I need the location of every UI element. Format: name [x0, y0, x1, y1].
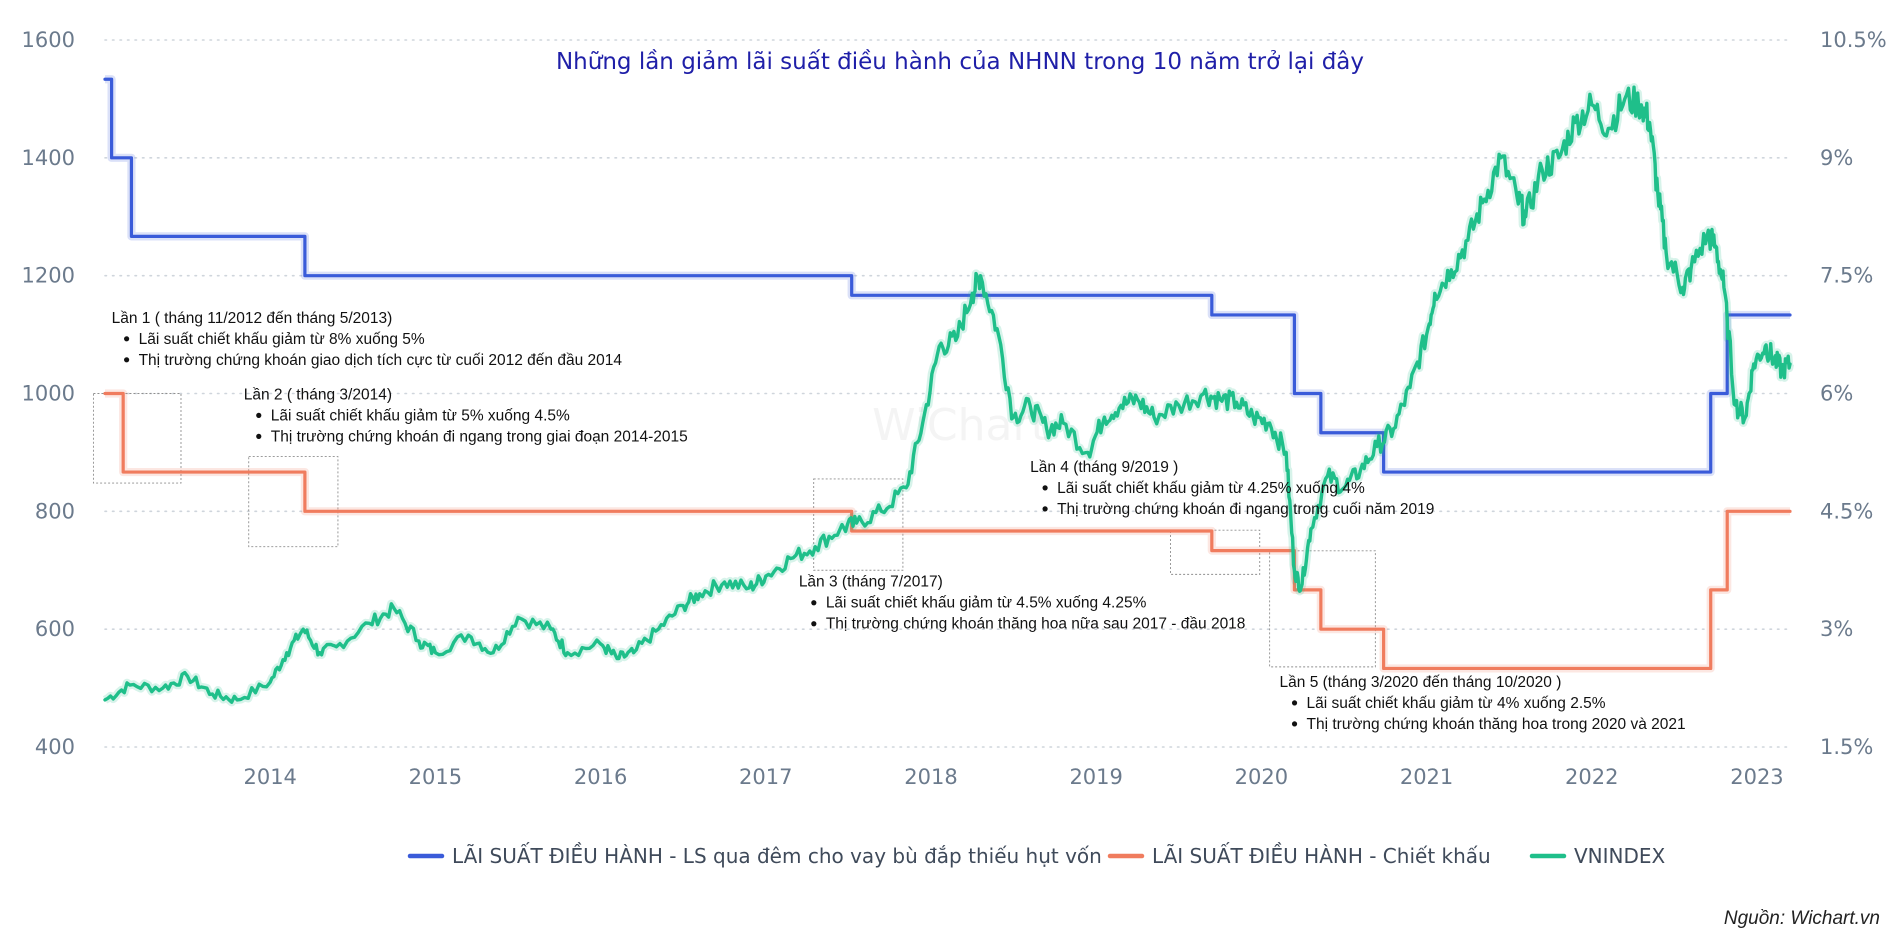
annotation-title: Lần 5 (tháng 3/2020 đến tháng 10/2020 )	[1280, 674, 1562, 691]
source-note: Nguồn: Wichart.vn	[1724, 908, 1880, 929]
annotation-bullet: Thị trường chứng khoán đi ngang trong cu…	[1057, 501, 1434, 518]
x-tick-label: 2016	[574, 765, 627, 789]
x-tick-label: 2020	[1235, 765, 1288, 789]
bullet-dot	[256, 433, 262, 439]
annotation-title: Lần 3 (tháng 7/2017)	[799, 574, 943, 591]
x-tick-label: 2018	[904, 765, 957, 789]
annotation-bullet: Thị trường chứng khoán thăng hoa nữa sau…	[826, 616, 1246, 633]
annotation-title: Lần 2 ( tháng 3/2014)	[244, 386, 392, 403]
legend-label: VNINDEX	[1574, 844, 1666, 868]
annotation-bullet: Thị trường chứng khoán giao dịch tích cự…	[139, 352, 623, 369]
annotation-boxes	[92, 393, 1376, 668]
bullet-dot	[1291, 700, 1298, 706]
annotation-bullet: Lãi suất chiết khấu giảm từ 4.5% xuống 4…	[826, 595, 1147, 612]
bullet-dot	[256, 412, 262, 418]
bullet-dot	[1291, 721, 1298, 727]
y-right-tick-label: 7.5%	[1820, 264, 1873, 288]
annotation-bullet: Lãi suất chiết khấu giảm từ 5% xuống 4.5…	[271, 407, 570, 424]
y-left-tick-label: 1200	[22, 264, 75, 288]
x-tick-label: 2019	[1069, 765, 1122, 789]
annotation-bullet: Lãi suất chiết khấu giảm từ 8% xuống 5%	[139, 331, 425, 348]
bullet-dot	[1042, 506, 1048, 512]
y-right-tick-label: 6%	[1820, 382, 1853, 406]
annotation-bullet: Lãi suất chiết khấu giảm từ 4% xuống 2.5…	[1307, 695, 1606, 712]
annotation-box	[248, 456, 339, 548]
x-tick-label: 2017	[739, 765, 792, 789]
annotation-box	[813, 478, 904, 571]
y-left-tick-label: 1600	[22, 28, 75, 52]
bullet-dot	[124, 357, 130, 363]
legend-label: LÃI SUẤT ĐIỀU HÀNH - LS qua đêm cho vay …	[452, 843, 1102, 868]
chart-title: Những lần giảm lãi suất điều hành của NH…	[556, 49, 1364, 75]
gridlines	[104, 39, 1791, 748]
y-left-tick-label: 1000	[22, 382, 75, 406]
y-right-tick-label: 3%	[1820, 617, 1853, 641]
x-tick-label: 2022	[1565, 765, 1618, 789]
series-lines	[102, 75, 1795, 707]
annotation-bullet: Thị trường chứng khoán thăng hoa trong 2…	[1307, 716, 1686, 733]
x-tick-label: 2021	[1400, 765, 1453, 789]
y-left-tick-label: 800	[35, 499, 75, 523]
annotation-bullet: Lãi suất chiết khấu giảm từ 4.25% xuống …	[1057, 480, 1365, 497]
annotation-box	[1269, 550, 1376, 668]
annotation-box	[1170, 529, 1261, 575]
bullet-dot	[1042, 485, 1048, 491]
bullet-dot	[811, 600, 817, 606]
legend-label: LÃI SUẤT ĐIỀU HÀNH - Chiết khấu	[1152, 843, 1491, 868]
annotation-box	[92, 393, 182, 484]
annotation-title: Lần 4 (tháng 9/2019 )	[1030, 459, 1178, 476]
watermark: WiChart	[872, 400, 1048, 451]
bullet-dot	[811, 621, 817, 627]
y-left-tick-label: 600	[35, 617, 75, 641]
axis-labels: 400 600 800 1000 1200 1400 1600 1.5% 3% 4.5% 6% 7.5…	[22, 28, 1887, 789]
bullet-dot	[124, 336, 130, 342]
y-right-tick-label: 4.5%	[1820, 499, 1873, 523]
annotations: Lần 1 ( tháng 11/2012 đến tháng 5/2013) L…	[112, 310, 1686, 733]
annotation-title: Lần 1 ( tháng 11/2012 đến tháng 5/2013)	[112, 310, 393, 327]
y-right-tick-label: 10.5%	[1820, 28, 1887, 52]
series-line	[103, 77, 1792, 474]
y-right-tick-label: 9%	[1820, 146, 1853, 170]
y-right-tick-label: 1.5%	[1820, 735, 1873, 759]
y-left-tick-label: 1400	[22, 146, 75, 170]
legend: LÃI SUẤT ĐIỀU HÀNH - LS qua đêm cho vay …	[407, 843, 1666, 868]
x-tick-label: 2023	[1730, 765, 1783, 789]
x-tick-label: 2015	[409, 765, 462, 789]
series-line	[103, 85, 1792, 704]
annotation-bullet: Thị trường chứng khoán đi ngang trong gi…	[271, 428, 688, 445]
y-left-tick-label: 400	[35, 735, 75, 759]
x-tick-label: 2014	[243, 765, 296, 789]
